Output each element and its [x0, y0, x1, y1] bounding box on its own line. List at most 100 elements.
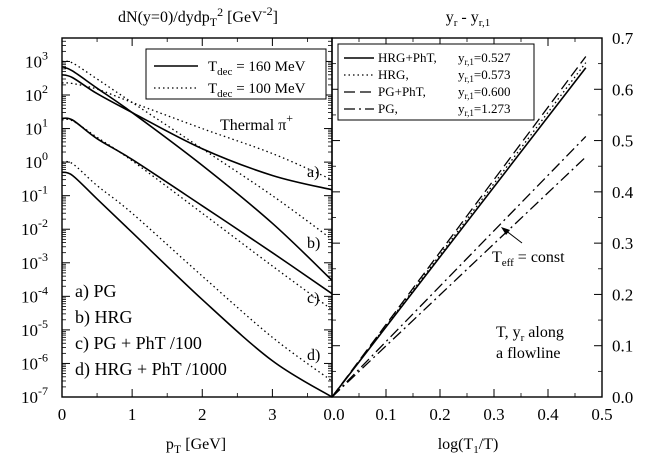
- right-legend-value: yr,1=1.273: [458, 101, 510, 118]
- y-tick-label: 102: [25, 82, 48, 105]
- r-y-tick-label: 0.5: [612, 132, 633, 151]
- right-axis-ticks: 0.0 0.1 0.2 0.3 0.4 0.5 0.6 0.7 0.0 0.1 0.2 0.3 0.4 0…: [323, 29, 633, 424]
- y-tick-base: 10: [21, 254, 38, 273]
- y-tick-label: 10-6: [21, 350, 48, 373]
- right-title-sub: r,1: [479, 17, 490, 29]
- left-xlabel-part: p: [166, 436, 174, 453]
- right-series-group: [331, 56, 587, 398]
- right-legend-value: yr,1=0.573: [458, 67, 510, 84]
- right-chart-title: yr - yr,1: [446, 9, 490, 29]
- y-tick-base: 10: [21, 187, 38, 206]
- right-legend-name: HRG,: [378, 67, 409, 82]
- y-tick-base: 10: [25, 52, 42, 71]
- left-panel-spectra-chart: dN(y=0)/dydpT2 [GeV-2] 10310210110010-11…: [21, 4, 333, 456]
- y-tick-exp: -1: [38, 183, 48, 197]
- left-chart-title: dN(y=0)/dydpT2 [GeV-2]: [118, 4, 278, 29]
- legend-sub: r,1: [465, 108, 474, 118]
- legend-part: = 100 MeV: [232, 81, 305, 97]
- y-tick-label: 10-3: [21, 250, 48, 273]
- left-title-part: dN(y=0)/dydp: [118, 9, 210, 26]
- x-tick-label: 3: [268, 405, 277, 424]
- right-legend-name: PG,: [378, 101, 398, 116]
- right-series-line-0: [331, 67, 587, 398]
- y-tick-label: 10-7: [21, 384, 48, 407]
- y-tick-exp: 0: [42, 149, 48, 163]
- annot-part: T: [492, 249, 502, 266]
- teff-arrow-head: [501, 227, 510, 235]
- y-tick-base: 10: [21, 321, 38, 340]
- y-tick-base: 10: [21, 287, 38, 306]
- legend-part: y: [458, 67, 465, 82]
- r-y-tick-label: 0.3: [612, 234, 633, 253]
- x-tick-label: 0: [58, 405, 67, 424]
- right-title-sub: r: [454, 17, 458, 29]
- right-series-line-2: [331, 56, 587, 398]
- left-xlabel-part: [GeV]: [181, 436, 226, 453]
- right-xlabel-sub: 1: [473, 444, 479, 456]
- right-title-part: y: [446, 9, 454, 26]
- left-series-line-1: [61, 82, 333, 181]
- teff-const-annotation: Teff = const: [492, 249, 565, 269]
- legend-part: =0.573: [474, 67, 511, 82]
- annot-part: along: [524, 324, 564, 341]
- y-tick-exp: 3: [42, 48, 48, 62]
- y-tick-base: 10: [25, 120, 42, 139]
- right-series-line-3: [331, 136, 587, 398]
- case-label: a) PG: [75, 281, 117, 302]
- case-label: b) HRG: [75, 307, 133, 328]
- right-legend-name: HRG+PhT,: [378, 50, 437, 65]
- legend-part: = 160 MeV: [232, 59, 305, 75]
- left-title-part: [GeV: [223, 9, 263, 26]
- y-tick-label: 100: [25, 149, 48, 172]
- left-series-group: [61, 60, 333, 398]
- legend-part: =1.273: [474, 101, 511, 116]
- legend-part: T: [208, 59, 217, 75]
- right-legend-value: yr,1=0.600: [458, 84, 510, 101]
- legend-part: =0.600: [474, 84, 511, 99]
- y-tick-exp: -7: [38, 384, 48, 398]
- y-tick-exp: 1: [42, 116, 48, 130]
- y-tick-base: 10: [25, 153, 42, 172]
- y-tick-base: 10: [25, 86, 42, 105]
- y-tick-exp: -2: [38, 216, 48, 230]
- r-x-tick-label: 0.3: [483, 405, 504, 424]
- annot-part: T, y: [496, 324, 521, 341]
- legend-sub: r,1: [465, 74, 474, 84]
- case-label: c) PG + PhT /100: [75, 333, 202, 354]
- annot-sub: eff: [502, 257, 514, 269]
- r-y-tick-label: 0.7: [612, 29, 634, 48]
- r-x-tick-label: 0.5: [591, 405, 612, 424]
- y-tick-label: 101: [25, 116, 48, 139]
- legend-sub: r,1: [465, 57, 474, 67]
- case-label: d) HRG + PhT /1000: [75, 359, 227, 380]
- y-tick-base: 10: [21, 220, 38, 239]
- legend-sub: r,1: [465, 91, 474, 101]
- legend-part: =0.527: [474, 50, 511, 65]
- y-tick-label: 10-1: [21, 183, 48, 206]
- left-legend-box: [145, 48, 327, 100]
- left-series-line-2: [61, 65, 333, 281]
- flowline-annotation-line2: a flowline: [496, 345, 560, 362]
- curve-label: b): [307, 235, 320, 252]
- right-series-line-4: [331, 156, 587, 398]
- right-title-part: - y: [457, 9, 478, 26]
- y-tick-label: 10-5: [21, 317, 48, 340]
- curve-label: d): [307, 347, 320, 364]
- thermal-pi-annotation: Thermal π+: [220, 111, 293, 134]
- y-tick-exp: -5: [38, 317, 48, 331]
- r-y-tick-label: 0.6: [612, 80, 633, 99]
- left-title-sup: -2: [263, 4, 273, 18]
- r-x-tick-label: 0.1: [375, 405, 396, 424]
- flowline-annotation: T, yr along: [496, 324, 564, 344]
- y-tick-label: 10-4: [21, 283, 48, 306]
- x-tick-label: 1: [128, 405, 137, 424]
- left-title-sup: 2: [217, 5, 223, 19]
- y-tick-exp: -3: [38, 250, 48, 264]
- right-panel-rapidity-chart: yr - yr,1 0.00.10.20.30.40.50.60.70.0 0.1…: [323, 9, 633, 456]
- legend-sub: dec: [217, 66, 232, 78]
- left-annotations: Thermal π+ a) b) c) d) a) PG b) HRG c) PG + PhT…: [75, 111, 320, 380]
- legend-part: y: [458, 84, 465, 99]
- r-x-tick-label: 0.2: [429, 405, 450, 424]
